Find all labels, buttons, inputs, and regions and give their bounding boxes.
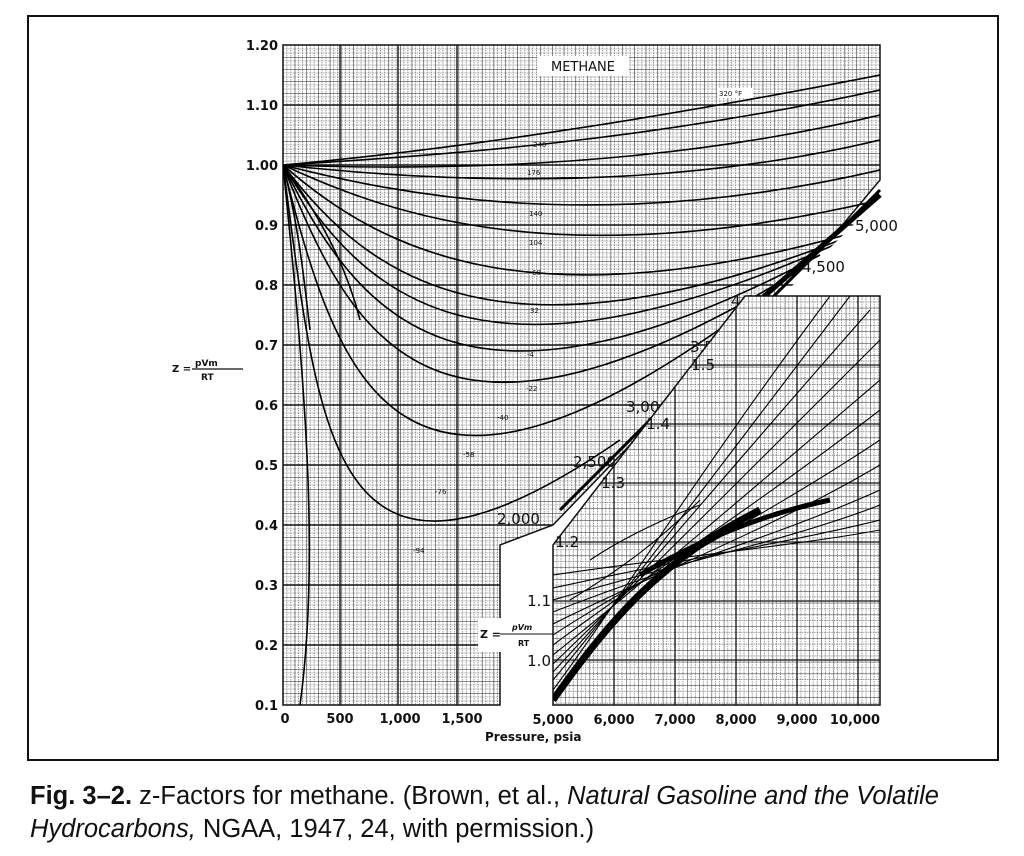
x-axis-title: Pressure, psia (485, 730, 581, 744)
y-tick: 0.6 (255, 399, 278, 414)
y-tick: 0.2 (255, 639, 278, 654)
y-tick: 1.10 (246, 99, 278, 114)
caption-text: z-Factors for methane. (Brown, et al., (132, 782, 568, 810)
y-tick: 0.4 (255, 519, 278, 534)
chart-title: METHANE (551, 60, 615, 75)
pressure-label: 4,500 (802, 258, 845, 276)
inset-x-tick: 5,000 (532, 713, 573, 728)
z-eq: Z = (172, 364, 191, 375)
temp-label: -40 (497, 414, 508, 422)
inset-x-tick: 10,000 (830, 713, 880, 728)
pressure-label: 5,000 (855, 217, 898, 235)
inset-y-tick: 1.1 (527, 592, 551, 610)
x-tick: 500 (326, 712, 353, 727)
inset-y-axis: 1.0 1.1 1.2 1.3 1.4 1.5 (527, 356, 715, 670)
inset-x-tick: 8,000 (715, 713, 756, 728)
inset-plot: 1.0 1.1 1.2 1.3 1.4 1.5 5,000 6,000 7,00… (478, 295, 881, 728)
y-tick: 1.20 (246, 39, 278, 54)
pressure-label: 2,500 (573, 453, 616, 471)
y-tick: 0.5 (255, 459, 278, 474)
temp-label: 320 °F (719, 90, 742, 98)
inset-x-tick: 9,000 (776, 713, 817, 728)
inset-y-tick: 1.3 (601, 474, 625, 492)
inset-isotherms (553, 296, 880, 691)
temp-label: 32 (530, 307, 539, 315)
caption-figure-number: Fig. 3–2. (30, 782, 133, 810)
z-numerator: pVm (195, 359, 218, 369)
figure-caption: Fig. 3–2. z-Factors for methane. (Brown,… (30, 780, 1010, 846)
y-axis-label: Z = pVm RT (172, 359, 243, 383)
temp-label: -4 (527, 351, 535, 359)
inset-z-eq: Z = (480, 628, 501, 641)
inset-z-numerator: pVm (511, 623, 532, 632)
caption-book-title: Natural Gasoline and the Volatile Hydroc… (30, 782, 939, 843)
z-denominator: RT (201, 373, 215, 383)
y-tick: 1.00 (246, 159, 278, 174)
z-factor-chart: METHANE 1.20 1.10 1.00 0.9 0.8 0.7 0.6 0… (172, 39, 898, 744)
isotherm-curves (283, 74, 880, 705)
title-box (537, 56, 629, 76)
figure-frame (27, 15, 999, 761)
inset-x-axis: 5,000 6,000 7,000 8,000 9,000 10,000 (532, 713, 880, 728)
temp-label: 140 (529, 210, 542, 218)
inset-x-tick: 6,000 (593, 713, 634, 728)
y-tick: 0.7 (255, 339, 278, 354)
inset-y-tick: 1.2 (555, 533, 579, 551)
x-tick: 1,000 (379, 712, 420, 727)
y-tick: 0.1 (255, 699, 278, 714)
caption-citation: NGAA, 1947, 24, with permission.) (195, 815, 595, 843)
temp-label: 176 (527, 169, 541, 177)
diagonal-edge-band-heavy (758, 193, 882, 302)
main-x-axis: 0 500 1,000 1,500 (280, 712, 482, 727)
x-tick: 0 (280, 712, 289, 727)
y-tick: 0.3 (255, 579, 278, 594)
temp-label: 68 (532, 269, 541, 277)
y-tick: 0.9 (255, 219, 278, 234)
pressure-label: 2,000 (497, 510, 540, 528)
main-y-axis: 1.20 1.10 1.00 0.9 0.8 0.7 0.6 0.5 0.4 0… (246, 39, 278, 714)
y-tick: 0.8 (255, 279, 278, 294)
inset-heavy-band (553, 506, 762, 703)
temp-label: -58 (463, 451, 474, 459)
inset-y-tick: 1.4 (646, 415, 670, 433)
inset-z-denominator: RT (518, 639, 530, 648)
inset-x-tick: 7,000 (654, 713, 695, 728)
x-tick: 1,500 (441, 712, 482, 727)
temperature-labels: 320 °F 240 176 140 104 68 32 -4 -22 -40 … (413, 88, 753, 555)
inset-y-axis-label: Z = pVm RT (478, 618, 553, 652)
inset-y-tick: 1.5 (691, 356, 715, 374)
temp-label: 104 (529, 239, 543, 247)
temp-label: -22 (526, 385, 537, 393)
inset-y-tick: 1.0 (527, 652, 551, 670)
temp-label: -76 (435, 488, 447, 496)
temp-label: -94 (413, 547, 425, 555)
temp-label: 240 (533, 141, 546, 149)
